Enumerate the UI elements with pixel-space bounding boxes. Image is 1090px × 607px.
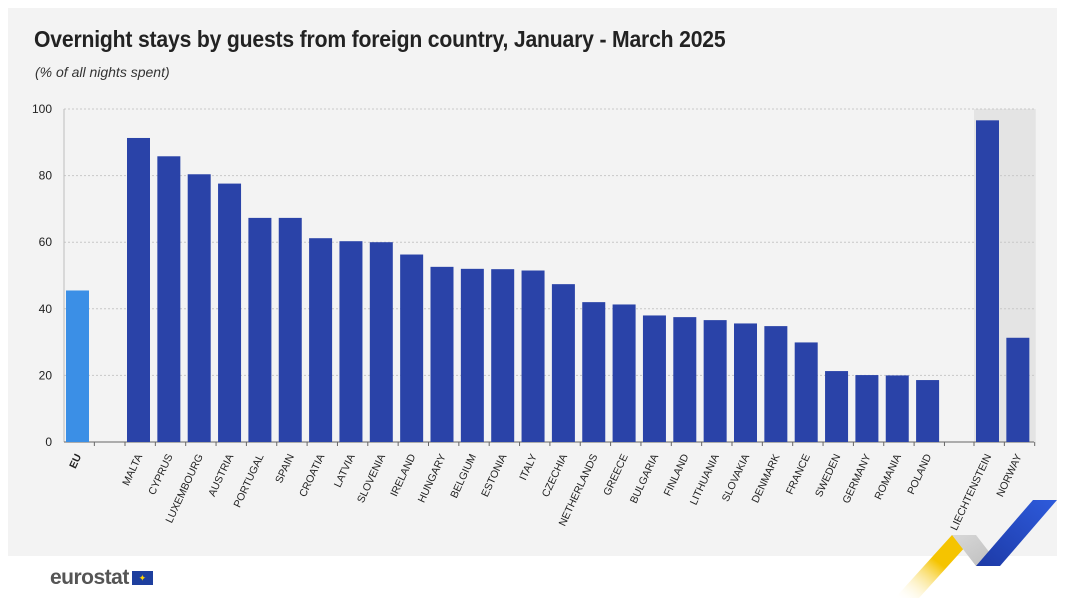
bar-bulgaria bbox=[642, 315, 666, 442]
bar-slovakia bbox=[734, 323, 757, 442]
bar-finland bbox=[673, 317, 697, 442]
y-tick-label: 80 bbox=[39, 169, 53, 183]
bar-czechia bbox=[551, 284, 575, 442]
bar-netherlands bbox=[582, 302, 606, 442]
bar-ireland bbox=[400, 254, 424, 442]
bar-portugal bbox=[248, 217, 272, 442]
bar-france bbox=[794, 342, 818, 442]
chart-title: Overnight stays by guests from foreign c… bbox=[34, 26, 726, 52]
bar-spain bbox=[278, 217, 302, 442]
eurostat-wordmark: eurostat bbox=[50, 566, 129, 589]
bar-italy bbox=[521, 270, 545, 442]
bar-greece bbox=[612, 304, 636, 442]
bar-malta bbox=[127, 137, 150, 442]
bar-liechtenstein bbox=[976, 120, 999, 443]
bar-estonia bbox=[491, 269, 515, 442]
y-tick-label: 60 bbox=[39, 235, 53, 249]
y-tick-label: 100 bbox=[32, 102, 52, 116]
bar-austria bbox=[218, 183, 242, 443]
bar-cyprus bbox=[157, 156, 181, 442]
bar-germany bbox=[855, 375, 879, 442]
y-tick-label: 40 bbox=[39, 302, 53, 316]
x-tick-label-eu: EU bbox=[67, 452, 84, 470]
bar-eu bbox=[66, 290, 89, 442]
bar-slovenia bbox=[369, 242, 393, 442]
bar-romania bbox=[885, 375, 909, 442]
bar-luxembourg bbox=[187, 174, 211, 442]
bar-belgium bbox=[460, 268, 484, 442]
bar-denmark bbox=[764, 326, 788, 442]
bar-croatia bbox=[309, 238, 333, 442]
bar-norway bbox=[1006, 337, 1030, 442]
bar-poland bbox=[916, 380, 940, 442]
bar-sweden bbox=[825, 371, 849, 442]
chart-subtitle: (% of all nights spent) bbox=[35, 64, 170, 80]
y-tick-label: 0 bbox=[45, 435, 52, 449]
y-tick-label: 20 bbox=[39, 368, 53, 382]
bar-latvia bbox=[339, 241, 363, 442]
bar-hungary bbox=[430, 266, 454, 442]
bar-lithuania bbox=[703, 320, 727, 442]
eu-flag-icon: ✦ bbox=[131, 571, 153, 585]
eurostat-logo[interactable]: eurostat ✦ bbox=[50, 566, 153, 590]
